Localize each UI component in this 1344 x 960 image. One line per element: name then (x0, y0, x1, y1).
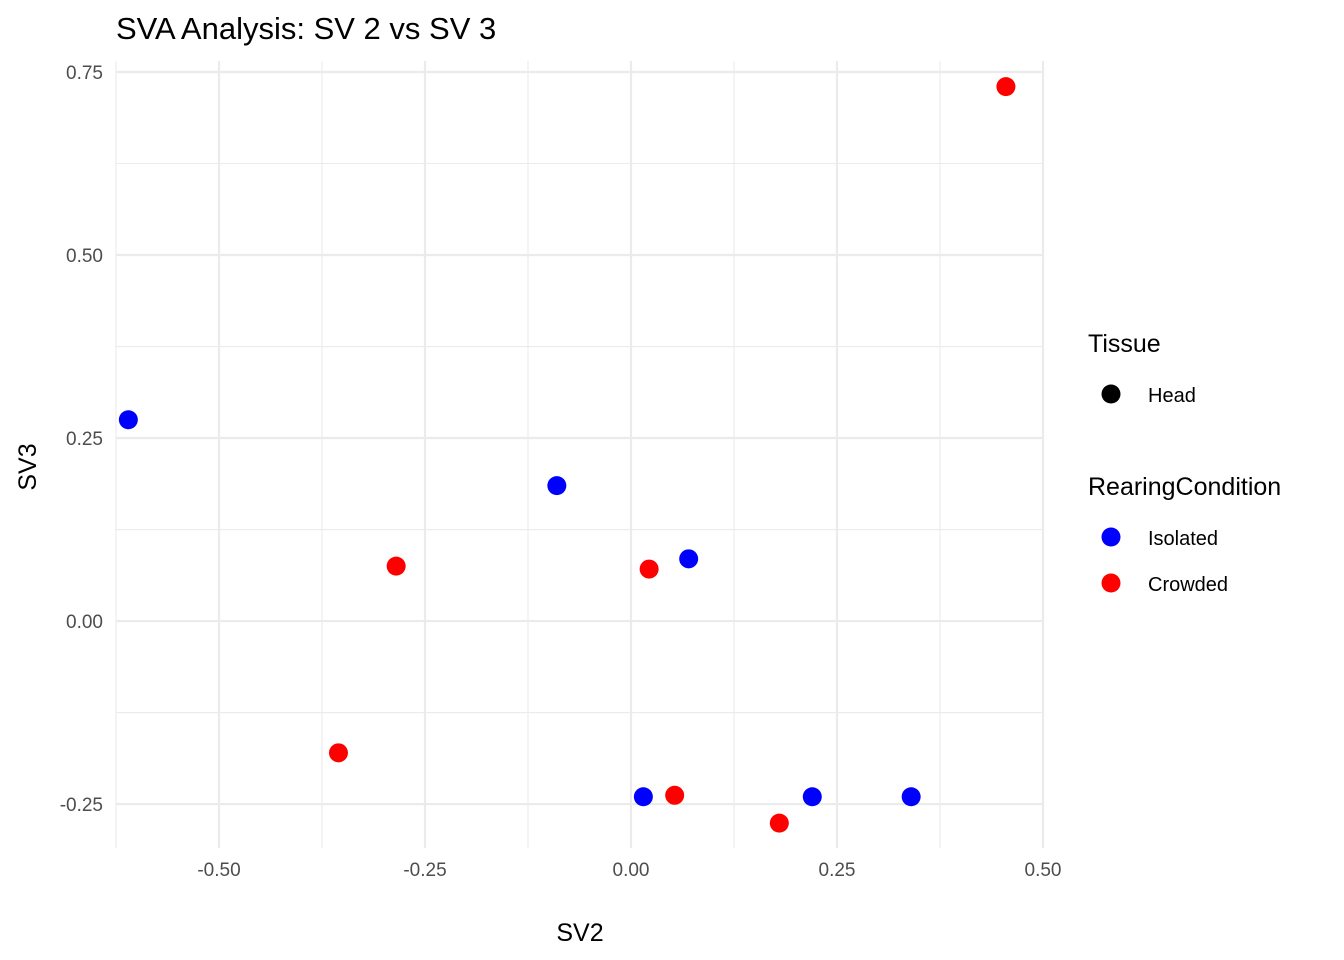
y-tick-label: 0.50 (66, 246, 103, 267)
data-point-crowded (769, 813, 789, 833)
data-point-crowded (665, 785, 685, 805)
data-point-isolated (679, 549, 699, 569)
y-tick-label: 0.25 (66, 429, 103, 450)
y-axis-title: SV3 (14, 443, 42, 490)
data-points (118, 77, 1016, 833)
legend-label: Head (1148, 385, 1196, 407)
data-point-isolated (633, 787, 653, 807)
y-axis-ticks: -0.25 0.00 0.25 0.50 0.75 (60, 63, 103, 816)
data-point-isolated (901, 787, 921, 807)
x-axis-title: SV2 (556, 919, 603, 947)
legend-label: Isolated (1148, 528, 1218, 550)
x-tick-label: -0.25 (403, 860, 446, 881)
data-point-crowded (639, 559, 659, 579)
grid-lines (115, 61, 1045, 848)
legend-label: Crowded (1148, 574, 1228, 596)
x-tick-label: 0.50 (1025, 860, 1062, 881)
y-tick-label: 0.00 (66, 612, 103, 633)
legend: Tissue Head RearingCondition Isolated Crowde… (1088, 330, 1281, 596)
legend-title: Tissue (1088, 330, 1161, 358)
x-axis-ticks: -0.50 -0.25 0.00 0.25 0.50 (197, 860, 1061, 881)
data-point-crowded (386, 556, 406, 576)
y-tick-label: 0.75 (66, 63, 103, 84)
y-tick-label: -0.25 (60, 795, 103, 816)
x-tick-label: 0.25 (819, 860, 856, 881)
data-point-isolated (547, 476, 567, 496)
data-point-crowded (328, 743, 348, 763)
x-tick-label: 0.00 (613, 860, 650, 881)
legend-key (1101, 527, 1121, 547)
chart-title: SVA Analysis: SV 2 vs SV 3 (116, 11, 496, 46)
legend-key (1101, 384, 1121, 404)
legend-key (1101, 573, 1121, 593)
data-point-isolated (118, 410, 138, 430)
x-tick-label: -0.50 (197, 860, 240, 881)
data-point-crowded (996, 77, 1016, 97)
legend-title: RearingCondition (1088, 473, 1281, 501)
data-point-isolated (802, 787, 822, 807)
